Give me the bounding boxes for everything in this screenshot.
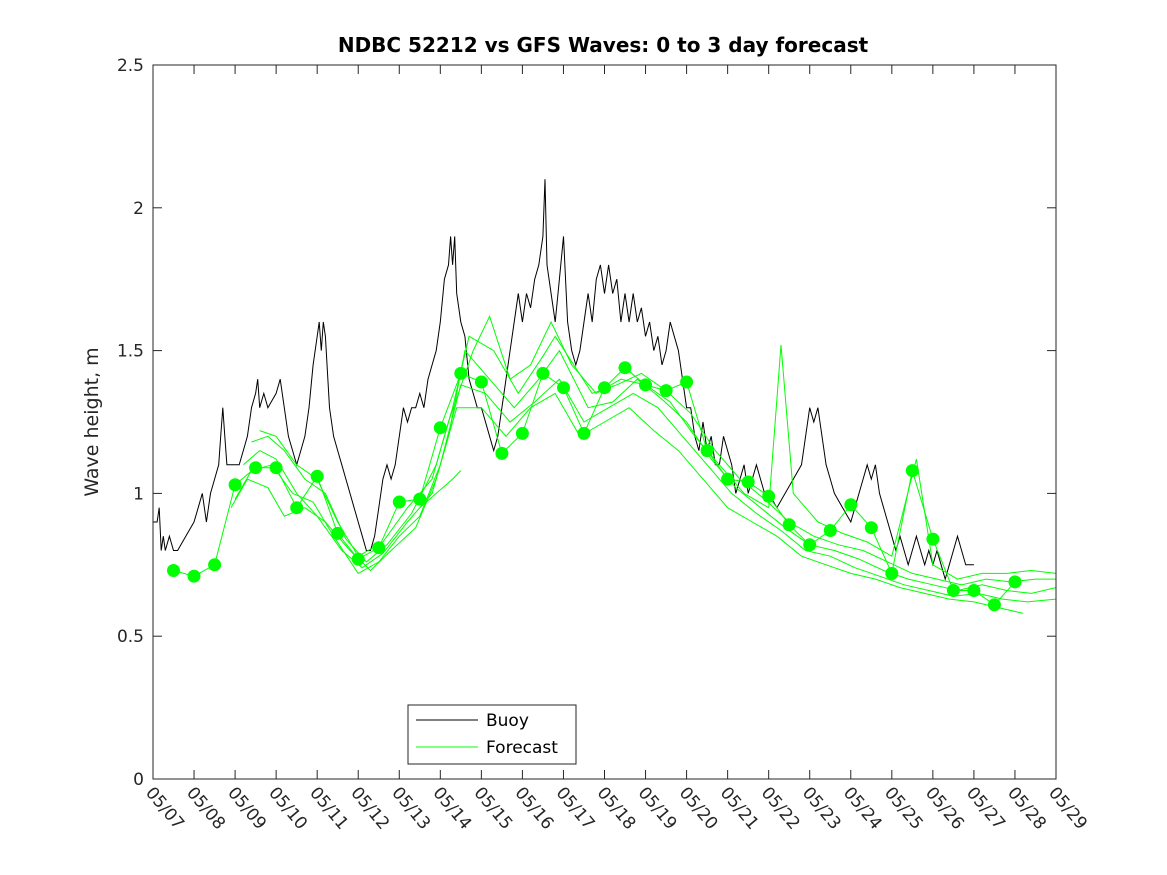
forecast-point-9 bbox=[331, 526, 345, 540]
forecast-point-31 bbox=[782, 518, 796, 532]
y-tick-label: 2.5 bbox=[117, 56, 144, 76]
forecast-point-8 bbox=[310, 469, 324, 483]
forecast-point-26 bbox=[680, 375, 694, 389]
forecast-point-40 bbox=[967, 584, 981, 597]
forecast-point-13 bbox=[413, 492, 427, 506]
forecast-point-16 bbox=[474, 375, 488, 389]
series-line-forecast-7 bbox=[419, 470, 462, 509]
forecast-point-39 bbox=[946, 584, 960, 597]
series-line-buoy bbox=[153, 179, 974, 581]
forecast-point-32 bbox=[803, 538, 817, 552]
forecast-point-10 bbox=[351, 552, 365, 566]
legend-forecast-label: Forecast bbox=[486, 738, 558, 758]
forecast-point-41 bbox=[987, 598, 1001, 612]
forecast-point-5 bbox=[249, 461, 263, 475]
forecast-point-4 bbox=[228, 478, 242, 492]
forecast-point-24 bbox=[639, 378, 652, 392]
forecast-point-22 bbox=[598, 381, 611, 395]
forecast-point-11 bbox=[372, 541, 386, 555]
forecast-point-38 bbox=[926, 532, 940, 546]
forecast-point-37 bbox=[905, 464, 919, 478]
forecast-point-14 bbox=[433, 421, 447, 435]
forecast-point-36 bbox=[885, 566, 899, 580]
y-tick-label: 0.5 bbox=[117, 627, 144, 647]
y-tick-label: 1.5 bbox=[117, 342, 144, 362]
forecast-point-23 bbox=[618, 361, 632, 375]
forecast-point-7 bbox=[290, 501, 304, 515]
y-tick-label: 2 bbox=[133, 199, 144, 219]
y-tick-label: 1 bbox=[133, 484, 144, 504]
forecast-point-18 bbox=[515, 426, 529, 440]
forecast-point-15 bbox=[454, 366, 468, 380]
forecast-point-1 bbox=[167, 564, 180, 577]
forecast-point-35 bbox=[864, 521, 878, 535]
forecast-point-6 bbox=[269, 461, 283, 475]
series-line-forecast-2 bbox=[230, 392, 1024, 614]
forecast-point-27 bbox=[700, 444, 714, 458]
forecast-point-29 bbox=[741, 475, 755, 489]
forecast-point-33 bbox=[823, 524, 837, 537]
forecast-point-17 bbox=[495, 446, 509, 460]
chart-title: NDBC 52212 vs GFS Waves: 0 to 3 day fore… bbox=[338, 33, 869, 57]
y-axis-label: Wave height, m bbox=[81, 347, 103, 496]
legend: Buoy Forecast bbox=[407, 704, 577, 765]
forecast-point-21 bbox=[577, 426, 591, 440]
forecast-point-20 bbox=[557, 381, 570, 395]
legend-box bbox=[407, 704, 577, 765]
plot-area bbox=[153, 179, 1056, 614]
forecast-point-2 bbox=[187, 569, 201, 583]
forecast-point-30 bbox=[762, 489, 776, 503]
forecast-point-19 bbox=[536, 366, 550, 380]
y-tick-label: 0 bbox=[133, 770, 144, 790]
forecast-point-42 bbox=[1008, 575, 1022, 589]
forecast-point-28 bbox=[721, 472, 735, 486]
forecast-point-25 bbox=[659, 384, 673, 398]
series-line-forecast-3 bbox=[234, 378, 1056, 603]
forecast-point-12 bbox=[392, 495, 406, 509]
forecast-point-3 bbox=[208, 558, 222, 572]
legend-buoy-label: Buoy bbox=[486, 711, 529, 731]
forecast-point-34 bbox=[844, 498, 858, 512]
